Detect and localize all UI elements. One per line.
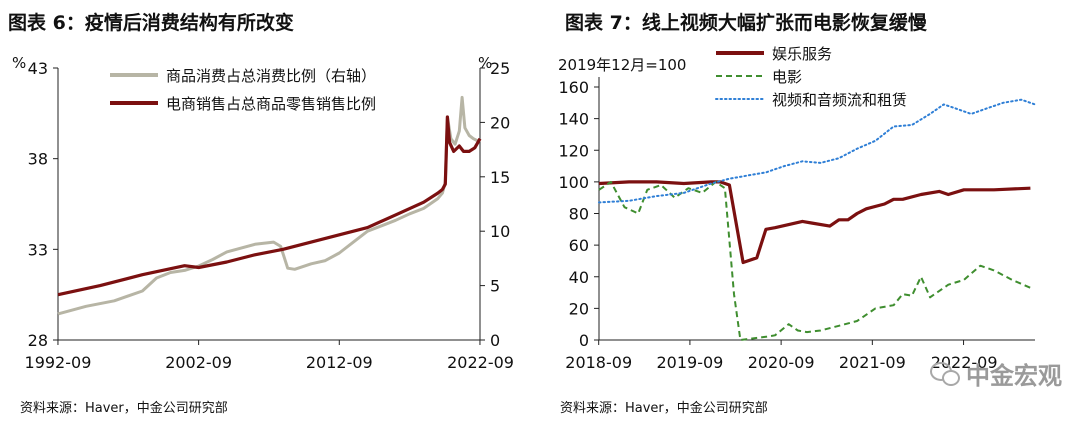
y-tick-label: 100 [558,173,589,192]
left-chart-title: 图表 6：疫情后消费结构有所改变 [8,12,294,34]
watermark-text: 中金宏观 [966,362,1062,390]
series-line-1 [57,95,481,316]
right-chart: 0 20 40 60 80 100 120 140 160 2019年12月=100 2018-09… [558,45,1036,372]
series-line-3 [598,98,1036,204]
right-y-tick-label: 10 [490,222,510,241]
right-y-tick-label: 20 [490,113,510,132]
legend-label-1: 娱乐服务 [772,45,832,63]
x-tick-label: 2021-09 [839,353,906,372]
y-tick-label: 160 [558,78,589,97]
right-y-tick-label: 15 [490,168,510,187]
left-y-tick-label: 33 [28,240,48,259]
legend-label-2: 电影 [772,68,802,86]
x-tick-label: 1992-09 [25,353,92,372]
x-tick-label: 2018-09 [565,353,632,372]
legend-label-1: 商品消费占总消费比例（右轴） [166,67,376,85]
x-tick-label: 2022-09 [447,353,514,372]
left-y-unit: % [12,54,26,72]
y-tick-label: 60 [569,236,589,255]
wechat-icon [930,361,960,386]
x-tick-label: 2020-09 [748,353,815,372]
legend-label-2: 电商销售占总商品零售销售比例 [166,95,376,113]
right-y-tick-label: 25 [490,59,510,78]
y-tick-label: 120 [558,141,589,160]
right-chart-title: 图表 7：线上视频大幅扩张而电影恢复缓慢 [565,12,927,34]
left-y-tick-label: 28 [28,331,48,350]
series-line-1 [598,180,1031,265]
left-y-tick-label: 43 [28,59,48,78]
y-tick-label: 20 [569,299,589,318]
legend-label-3: 视频和音频流和租赁 [772,91,907,109]
y-tick-label: 0 [579,331,589,350]
x-tick-label: 2002-09 [165,353,232,372]
watermark: 中金宏观 [930,356,1062,391]
x-tick-label: 2019-09 [656,353,723,372]
series-line-2 [598,180,1031,341]
left-chart: 28 33 38 43 0 5 10 15 20 25% % 1992-09 2002-09 2012-0… [12,54,514,372]
x-tick-label: 2012-09 [306,353,373,372]
y-tick-label: 40 [569,268,589,287]
left-y-tick-label: 38 [28,150,48,169]
series-line-2 [57,115,482,297]
right-y-unit: % [478,54,492,72]
right-y-tick-label: 5 [490,277,500,296]
right-chart-source: 资料来源：Haver，中金公司研究部 [560,401,768,416]
right-y-tick-label: 0 [490,331,500,350]
chart-subtitle: 2019年12月=100 [558,56,686,74]
left-chart-source: 资料来源：Haver，中金公司研究部 [20,401,228,416]
y-tick-label: 80 [569,205,589,224]
y-tick-label: 140 [558,110,589,129]
